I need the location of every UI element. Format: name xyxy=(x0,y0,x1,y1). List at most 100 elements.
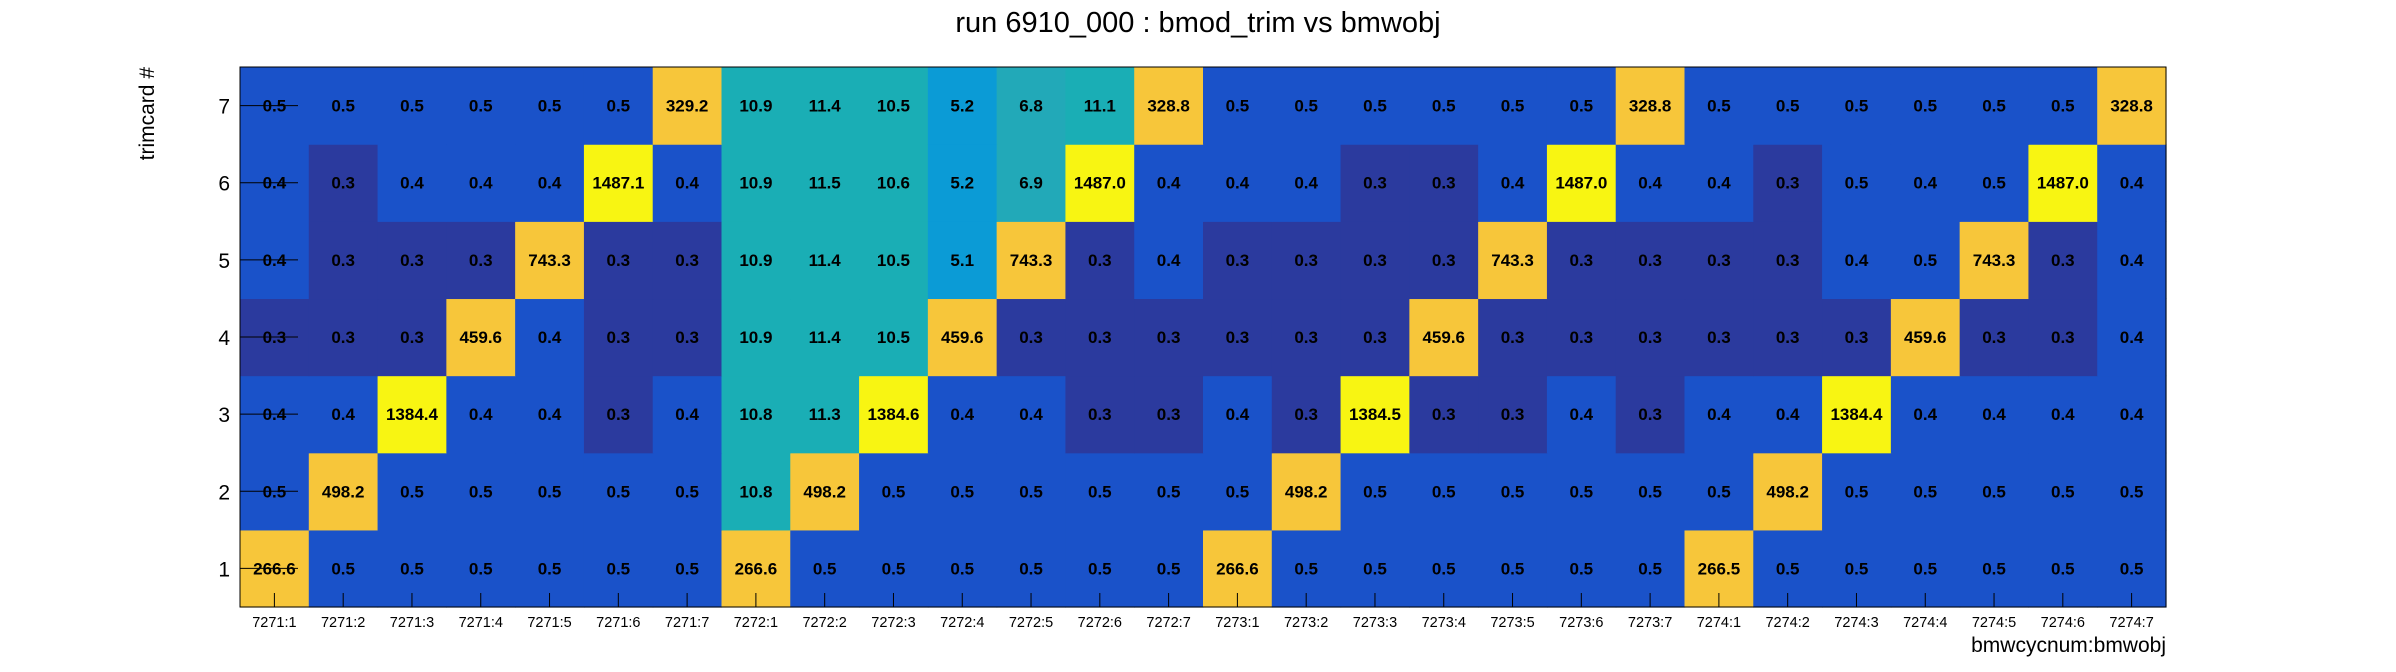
cell-value-label: 1384.6 xyxy=(867,405,919,424)
cell-value-label: 0.4 xyxy=(1845,251,1869,270)
cell-value-label: 0.3 xyxy=(607,251,631,270)
cell-value-label: 0.5 xyxy=(1982,174,2006,193)
cell-value-label: 0.5 xyxy=(607,97,631,116)
cell-value-label: 0.5 xyxy=(1776,97,1800,116)
cell-value-label: 0.5 xyxy=(331,97,355,116)
heatmap-cell xyxy=(446,452,516,531)
heatmap-cell xyxy=(1615,452,1686,531)
cell-value-label: 266.6 xyxy=(735,559,778,578)
x-tick-label: 7271:1 xyxy=(252,615,296,631)
heatmap-cell xyxy=(1822,375,1892,454)
heatmap-cell xyxy=(1478,452,1548,531)
cell-value-label: 329.2 xyxy=(666,97,709,116)
x-tick-label: 7271:5 xyxy=(527,615,571,631)
cell-value-label: 0.5 xyxy=(1570,559,1594,578)
heatmap-cell xyxy=(515,144,585,222)
cell-value-label: 0.4 xyxy=(1226,174,1250,193)
cell-value-label: 0.3 xyxy=(1776,328,1800,347)
heatmap-cell xyxy=(1546,144,1617,222)
x-tick-label: 7274:5 xyxy=(1972,615,2016,631)
heatmap-cell xyxy=(1478,375,1548,454)
heatmap-cell xyxy=(1753,67,1823,145)
cell-value-label: 10.6 xyxy=(877,174,910,193)
cell-value-label: 0.5 xyxy=(538,97,562,116)
cell-value-label: 6.9 xyxy=(1019,174,1043,193)
heatmap-cell xyxy=(859,375,929,454)
cell-value-label: 0.5 xyxy=(2120,482,2144,501)
heatmap-cell xyxy=(515,67,585,145)
cell-value-label: 328.8 xyxy=(2110,97,2153,116)
heatmap-cell xyxy=(1753,452,1823,531)
heatmap-cell xyxy=(1409,67,1479,145)
cell-value-label: 0.5 xyxy=(1913,251,1937,270)
heatmap-cell xyxy=(1684,144,1754,222)
cell-value-label: 0.4 xyxy=(950,405,974,424)
heatmap-cell xyxy=(2028,221,2098,300)
heatmap-cell xyxy=(1409,452,1479,531)
cell-value-label: 0.4 xyxy=(1157,174,1181,193)
heatmap-cell xyxy=(583,452,654,531)
cell-value-label: 743.3 xyxy=(1973,251,2016,270)
cell-value-label: 0.5 xyxy=(950,482,974,501)
heatmap-cell xyxy=(927,298,998,377)
cell-value-label: 0.3 xyxy=(1432,405,1456,424)
heatmap-cell xyxy=(446,144,516,222)
heatmap-cell xyxy=(1409,144,1479,222)
cell-value-label: 0.3 xyxy=(1226,251,1250,270)
heatmap-cell xyxy=(515,375,585,454)
cell-value-label: 0.4 xyxy=(675,405,699,424)
heatmap-cell xyxy=(583,144,654,222)
heatmap-cell xyxy=(721,375,791,454)
heatmap-cell xyxy=(1615,298,1686,377)
heatmap-cell xyxy=(1615,221,1686,300)
heatmap-cell xyxy=(308,452,379,531)
heatmap-cell xyxy=(1822,298,1892,377)
cell-value-label: 0.5 xyxy=(607,559,631,578)
heatmap-cell xyxy=(1890,452,1961,531)
cell-value-label: 0.5 xyxy=(950,559,974,578)
cell-value-label: 0.3 xyxy=(1294,328,1318,347)
cell-value-label: 0.4 xyxy=(675,174,699,193)
cell-value-label: 0.5 xyxy=(1501,97,1525,116)
heatmap-cell xyxy=(1753,298,1823,377)
heatmap-cell xyxy=(652,144,723,222)
heatmap-cell xyxy=(1546,452,1617,531)
cell-value-label: 0.5 xyxy=(469,559,493,578)
cell-labels: 266.6 0.5 0.5 0.5 0.5 0.5 0.5 266.6 0.5 0.5 0.5 0.5… xyxy=(253,97,2153,579)
x-tick-label: 7271:7 xyxy=(665,615,709,631)
cell-value-label: 0.5 xyxy=(1157,559,1181,578)
heatmap-cell xyxy=(790,221,860,300)
heatmap-cell xyxy=(308,144,379,222)
cell-value-label: 0.3 xyxy=(331,251,355,270)
cell-value-label: 5.1 xyxy=(950,251,974,270)
cell-value-label: 0.5 xyxy=(882,482,906,501)
heatmap-cell xyxy=(446,298,516,377)
heatmap-cell xyxy=(1753,144,1823,222)
cell-value-label: 10.9 xyxy=(739,97,772,116)
heatmap-cell xyxy=(2097,375,2167,454)
x-tick-label: 7272:6 xyxy=(1078,615,1122,631)
heatmap-cell xyxy=(1065,452,1135,531)
cell-value-label: 0.4 xyxy=(1294,174,1318,193)
cell-value-label: 1384.4 xyxy=(1830,405,1883,424)
cell-value-label: 0.5 xyxy=(1638,559,1662,578)
cell-value-label: 0.3 xyxy=(607,405,631,424)
cell-value-label: 0.3 xyxy=(331,174,355,193)
heatmap-cell xyxy=(859,298,929,377)
cell-value-label: 0.4 xyxy=(2120,174,2144,193)
heatmap-cell xyxy=(377,298,447,377)
cell-value-label: 0.4 xyxy=(1501,174,1525,193)
heatmap-cell xyxy=(859,452,929,531)
heatmap-cell xyxy=(1065,375,1135,454)
cell-value-label: 0.5 xyxy=(469,482,493,501)
cell-value-label: 498.2 xyxy=(1766,482,1809,501)
cell-value-label: 5.2 xyxy=(950,174,974,193)
x-tick-label: 7274:1 xyxy=(1697,615,1741,631)
heatmap-cell xyxy=(1203,375,1273,454)
cell-value-label: 10.9 xyxy=(739,328,772,347)
x-tick-label: 7273:2 xyxy=(1284,615,1328,631)
cell-value-label: 0.5 xyxy=(1707,482,1731,501)
heatmap-cell xyxy=(1271,298,1342,377)
heatmap-cell xyxy=(996,144,1067,222)
heatmap-cell xyxy=(446,221,516,300)
